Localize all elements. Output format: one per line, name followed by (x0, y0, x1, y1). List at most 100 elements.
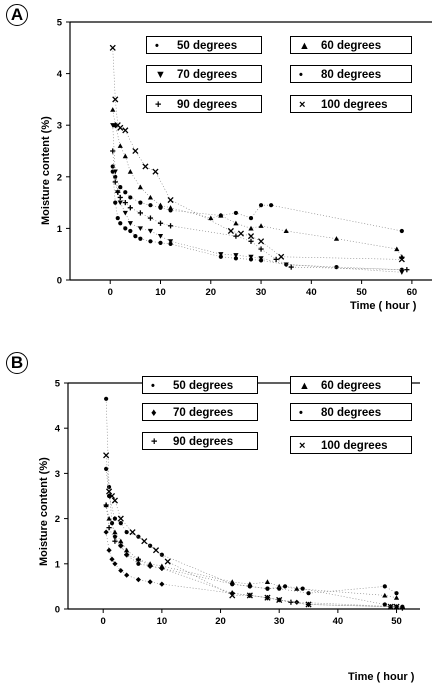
series-line (105, 504, 403, 609)
data-point (152, 547, 160, 554)
data-point (152, 168, 159, 175)
panel-label-b: B (6, 352, 28, 374)
data-point (233, 233, 239, 239)
data-point (218, 252, 224, 257)
y-tick-label: 3 (55, 469, 60, 480)
legend-marker: • (299, 407, 303, 419)
x-tick-label: 30 (274, 616, 285, 627)
data-point (124, 547, 130, 553)
data-point (103, 452, 110, 459)
legend-b-60: ▲ 60 degrees (290, 376, 412, 394)
data-point (157, 202, 164, 208)
data-point (248, 238, 254, 244)
data-point (283, 228, 289, 234)
data-point (276, 596, 283, 604)
data-point (118, 538, 124, 544)
data-point (128, 195, 133, 200)
legend-marker: ▼ (155, 69, 166, 81)
data-point (117, 143, 123, 148)
legend-a-100: × 100 degrees (290, 95, 412, 113)
data-point (110, 123, 116, 128)
data-point (246, 592, 253, 599)
legend-marker: • (155, 40, 159, 52)
data-point (394, 246, 400, 252)
data-point (399, 605, 405, 611)
data-point (123, 226, 128, 231)
data-point (233, 253, 239, 258)
y-tick-label: 2 (57, 172, 62, 183)
data-point (103, 529, 109, 535)
data-point (148, 203, 153, 208)
data-point (399, 228, 404, 234)
legend-a-70: ▼ 70 degrees (146, 65, 262, 83)
data-point (118, 521, 123, 526)
data-point (148, 543, 153, 548)
legend-label: 70 degrees (173, 407, 234, 419)
x-tick-label: 0 (108, 287, 113, 298)
data-point (147, 579, 153, 585)
data-point (157, 234, 164, 239)
data-point (117, 194, 123, 201)
x-tick-label: 20 (205, 287, 216, 298)
data-point (106, 525, 112, 531)
data-point (127, 169, 133, 174)
legend-marker: ▲ (299, 380, 310, 392)
data-point (247, 584, 252, 589)
chart-b-ylabel: Moisture content (%) (38, 457, 50, 566)
data-point (122, 200, 128, 206)
data-point (112, 169, 118, 175)
legend-marker: • (151, 380, 155, 392)
data-point (122, 153, 128, 159)
series-line (112, 125, 402, 273)
data-point (133, 234, 138, 239)
data-point (227, 227, 234, 235)
data-point (148, 239, 153, 244)
data-point (124, 530, 129, 535)
data-point (159, 565, 165, 571)
data-point (123, 190, 128, 195)
legend-marker: × (299, 440, 306, 452)
data-point (230, 582, 235, 587)
data-point (147, 563, 153, 569)
data-point (167, 223, 174, 229)
x-tick-label: 10 (157, 616, 168, 627)
data-point (288, 264, 294, 270)
legend-a-80: • 80 degrees (290, 65, 412, 83)
data-point (233, 256, 239, 261)
data-point (118, 221, 123, 226)
data-point (111, 497, 118, 504)
data-point (135, 556, 141, 562)
legend-label: 50 degrees (177, 40, 238, 52)
data-point (233, 220, 239, 226)
data-point (136, 534, 141, 539)
data-point (382, 602, 387, 607)
data-point (127, 221, 133, 226)
data-point (108, 492, 116, 500)
data-point (398, 256, 405, 263)
legend-b-70: ♦ 70 degrees (142, 403, 258, 421)
data-point (278, 253, 285, 260)
data-point (218, 213, 223, 218)
legend-label: 90 degrees (173, 436, 234, 448)
chart-panel-a: 0 1 2 3 4 5 0 10 20 30 40 50 60 A Moisture content (… (6, 4, 432, 312)
legend-label: 50 degrees (173, 380, 234, 392)
chart-b-xlabel: Time ( hour ) (348, 671, 415, 683)
legend-b-50: • 50 degrees (142, 376, 258, 394)
data-point (110, 107, 116, 112)
data-point (233, 210, 239, 216)
x-tick-label: 0 (101, 616, 106, 627)
data-point (118, 185, 123, 190)
data-point (258, 223, 264, 228)
data-point (112, 561, 118, 567)
data-point (258, 256, 264, 261)
data-point (112, 516, 118, 521)
legend-marker: ♦ (151, 407, 157, 419)
data-point (158, 240, 163, 245)
data-point (276, 583, 282, 589)
data-point (137, 226, 143, 231)
x-tick-label: 10 (155, 287, 166, 298)
legend-marker: × (299, 99, 306, 111)
legend-label: 80 degrees (321, 69, 382, 81)
data-point (208, 215, 214, 221)
